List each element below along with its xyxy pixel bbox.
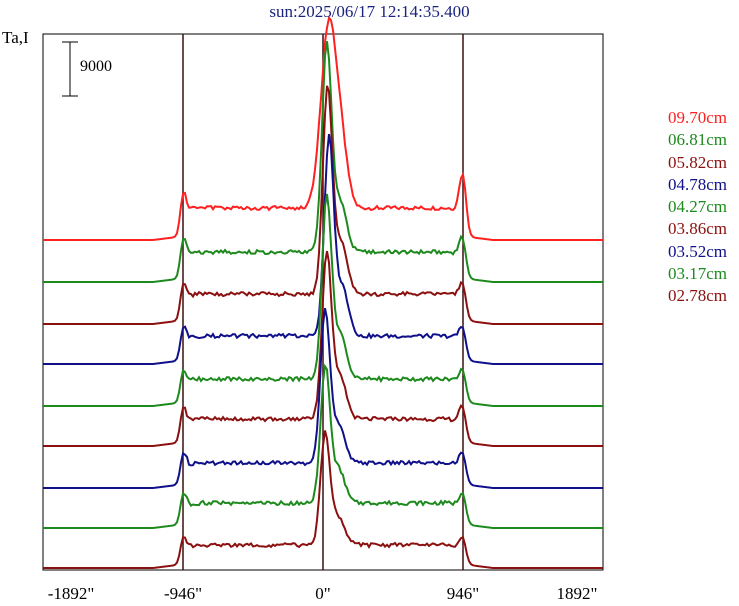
legend: 09.70cm 06.81cm 05.82cm 04.78cm 04.27cm … [668,107,727,308]
series-line-04.27cm [43,193,603,407]
series-line-03.86cm [43,250,603,447]
legend-entry: 04.27cm [668,197,728,217]
legend-entry: 09.70cm [668,108,728,127]
legend-entry: 02.78cm [668,286,728,306]
legend-entry: 05.82cm [668,152,728,172]
series-line-03.17cm [43,363,603,529]
chart-title: sun:2025/06/17 12:14:35.400 [269,2,470,21]
scale-bar-label: 9000 [80,58,112,75]
legend-entry: 03.52cm [668,241,728,261]
y-axis-label: Ta,I [2,28,29,47]
x-tick-label: 0" [315,584,331,603]
series-line-09.70cm [43,15,603,241]
legend-entry: 06.81cm [668,130,728,150]
scale-bar [62,41,78,97]
x-tick-label: -946" [163,584,203,603]
legend-entry: 04.78cm [668,174,728,194]
legend-entry: 03.86cm [668,219,728,239]
series-line-05.82cm [43,85,603,325]
x-tick-label: 1892" [556,584,598,603]
x-tick-label: -1892" [47,584,95,603]
series-line-02.78cm [43,430,603,569]
legend-entry: 03.17cm [668,264,728,284]
series-line-03.52cm [43,308,603,489]
series-line-06.81cm [43,41,603,283]
x-tick-label: 946" [446,584,480,603]
